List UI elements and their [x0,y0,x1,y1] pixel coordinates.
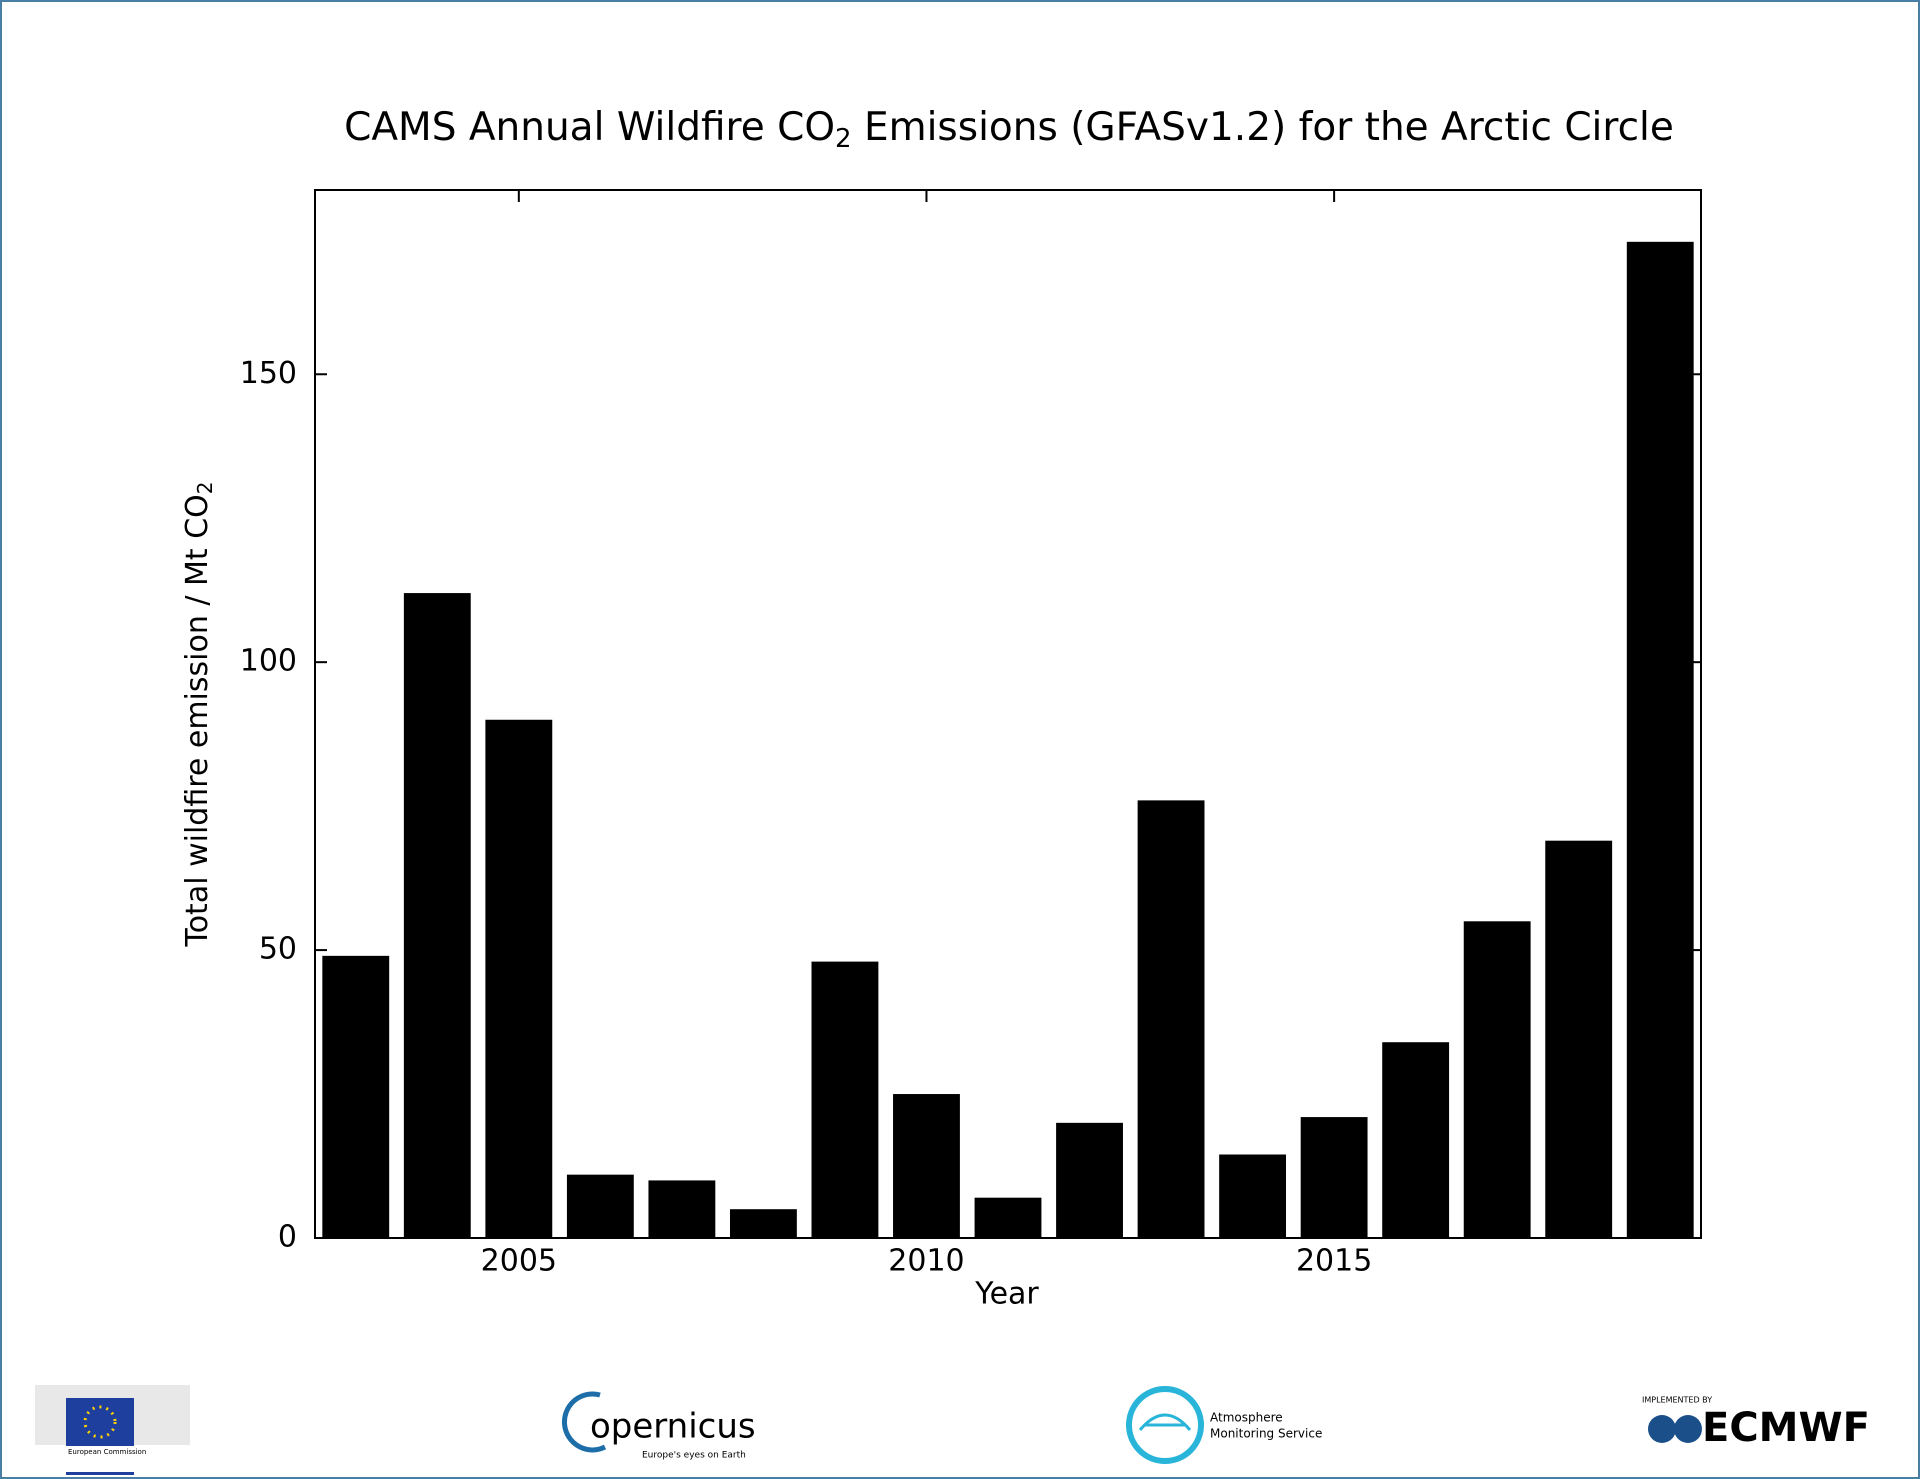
x-axis-label: Year [974,1277,1039,1312]
ecmwf-text: ECMWF [1702,1405,1870,1451]
bar [566,1174,634,1238]
bar [729,1209,797,1238]
y-tick-label: 50 [259,932,297,967]
bar [1056,1122,1123,1238]
y-tick-label: 100 [240,644,297,679]
title-part: CAMS Annual Wildfire CO [344,105,835,150]
copernicus-text: opernicus [590,1407,756,1447]
y-tick-label: 0 [278,1220,297,1255]
bar [974,1197,1042,1238]
chart-title: CAMS Annual Wildfire CO2 Emissions (GFAS… [344,105,1674,154]
copernicus-tagline: Europe's eyes on Earth [642,1451,746,1461]
cams-text: Atmosphere [1210,1411,1283,1425]
y-axis-label: Total wildfire emission / Mt CO2 [180,481,217,947]
ec-text: European Commission [68,1448,146,1456]
bar [322,955,390,1238]
bar [485,719,553,1238]
bar [1382,1042,1450,1238]
y-label-part: Total wildfire emission / Mt CO [180,494,215,947]
bar [1545,840,1613,1238]
y-label-sub: 2 [193,481,217,494]
ec-logo: European Commission [35,1385,190,1475]
cams-text: Monitoring Service [1210,1427,1322,1441]
ecmwf-logo: IMPLEMENTED BY ECMWF [1642,1396,1870,1452]
bar [403,593,471,1238]
copernicus-logo: opernicus Europe's eyes on Earth [561,1391,756,1461]
bar [1463,921,1531,1238]
bar [1300,1117,1368,1238]
x-tick-label: 2015 [1296,1244,1372,1279]
bar [811,961,879,1238]
title-sub: 2 [835,124,852,154]
cams-logo: Atmosphere Monitoring Service [1126,1386,1322,1464]
title-part: Emissions (GFASv1.2) for the Arctic Circ… [852,105,1674,150]
x-tick-label: 2005 [481,1244,557,1279]
bar [1626,241,1694,1239]
implemented-text: IMPLEMENTED BY [1642,1396,1712,1405]
bar [1219,1154,1287,1238]
bar [648,1180,716,1238]
bar [893,1094,960,1238]
x-tick-label: 2010 [888,1244,964,1279]
bar [1137,800,1205,1238]
y-tick-label: 150 [240,356,297,391]
